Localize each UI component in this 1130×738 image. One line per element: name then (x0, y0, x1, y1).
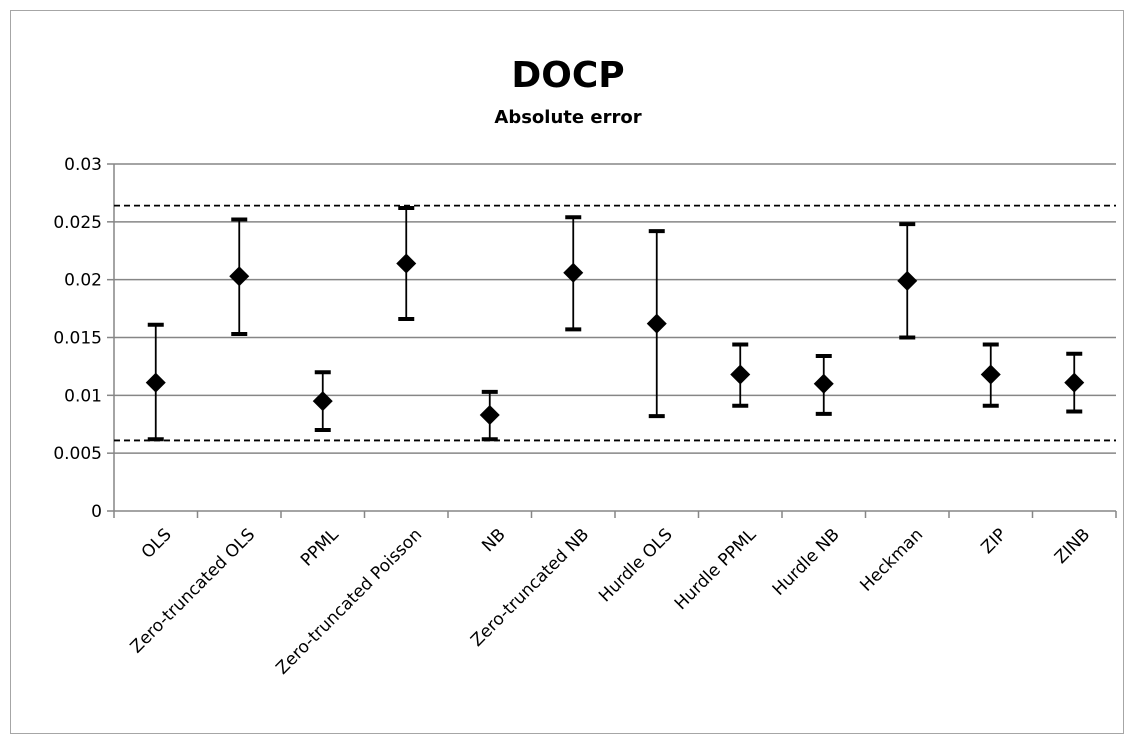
data-point (1064, 372, 1085, 393)
y-tick-label: 0 (91, 502, 102, 522)
y-tick-label: 0.03 (64, 155, 102, 175)
chart-svg: DOCP Absolute error 0 0.005 0.01 0.015 0.02 0… (53, 55, 1117, 679)
chart-subtitle: Absolute error (494, 107, 641, 128)
x-category-label: Hurdle NB (769, 525, 844, 600)
data-point (479, 404, 500, 425)
x-category-label: Heckman (856, 525, 927, 596)
y-tick-label: 0.02 (64, 271, 102, 291)
x-category-label: PPML (297, 524, 343, 570)
data-point (730, 364, 751, 385)
y-tick-label: 0.025 (53, 213, 102, 233)
y-tick-label: 0.015 (53, 329, 102, 349)
y-tick-label: 0.005 (53, 444, 102, 464)
x-category-label: ZINB (1051, 525, 1094, 568)
data-point (646, 313, 667, 334)
x-category-label: OLS (138, 525, 176, 563)
data-point (396, 253, 417, 274)
data-point (897, 270, 918, 291)
x-category-label: Hurdle PPML (671, 524, 761, 614)
x-category-label: Hurdle OLS (595, 525, 677, 607)
data-point (563, 262, 584, 283)
chart-title: DOCP (511, 55, 624, 96)
x-category-label: ZIP (978, 525, 1011, 558)
x-category-label: NB (478, 525, 509, 556)
data-point (229, 266, 250, 287)
x-category-label: Zero-truncated Poisson (272, 525, 426, 679)
y-tick-label: 0.01 (64, 386, 102, 406)
data-point (145, 372, 166, 393)
chart-frame: DOCP Absolute error 0 0.005 0.01 0.015 0.02 0… (10, 10, 1124, 734)
data-point (312, 391, 333, 412)
data-point (813, 373, 834, 394)
data-point (980, 364, 1001, 385)
